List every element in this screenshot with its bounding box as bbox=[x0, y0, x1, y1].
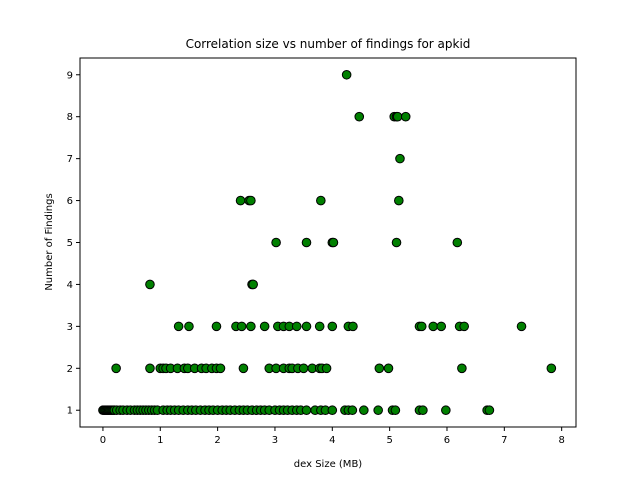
y-tick-label: 8 bbox=[67, 112, 73, 123]
data-point bbox=[298, 363, 309, 374]
y-tick-label: 9 bbox=[67, 70, 73, 81]
x-tick-label: 8 bbox=[558, 435, 564, 446]
x-tick-label: 6 bbox=[444, 435, 450, 446]
x-tick-label: 3 bbox=[272, 435, 278, 446]
data-point bbox=[373, 405, 383, 416]
y-tick-label: 7 bbox=[67, 154, 73, 165]
data-point bbox=[316, 195, 326, 206]
points-layer bbox=[98, 69, 557, 416]
data-point bbox=[314, 321, 325, 332]
y-tick-label: 2 bbox=[67, 364, 73, 375]
y-tick-label: 1 bbox=[67, 406, 73, 417]
data-point bbox=[327, 321, 338, 332]
x-tick-label: 7 bbox=[501, 435, 507, 446]
data-point bbox=[484, 405, 495, 416]
y-tick-label: 3 bbox=[67, 322, 73, 333]
data-point bbox=[395, 153, 405, 164]
data-point bbox=[416, 321, 427, 332]
data-point bbox=[383, 363, 394, 374]
data-point bbox=[246, 321, 256, 332]
data-point bbox=[452, 237, 463, 248]
data-point bbox=[271, 237, 281, 248]
data-point bbox=[321, 363, 332, 374]
data-point bbox=[111, 363, 121, 374]
x-axis-title: dex Size (MB) bbox=[294, 459, 363, 470]
data-point bbox=[394, 195, 404, 206]
data-point bbox=[418, 405, 428, 416]
x-tick-label: 1 bbox=[157, 435, 163, 446]
data-point bbox=[400, 111, 411, 122]
data-point bbox=[248, 279, 258, 290]
data-point bbox=[173, 321, 184, 332]
data-point bbox=[301, 237, 312, 248]
data-point bbox=[246, 195, 256, 206]
data-point bbox=[546, 363, 557, 374]
y-tick-label: 4 bbox=[67, 280, 73, 291]
data-point bbox=[291, 321, 302, 332]
chart-title: Correlation size vs number of findings f… bbox=[186, 37, 471, 51]
y-tick-label: 5 bbox=[67, 238, 73, 249]
data-point bbox=[391, 237, 402, 248]
data-point bbox=[236, 321, 247, 332]
x-tick-label: 0 bbox=[100, 435, 106, 446]
data-point bbox=[516, 321, 527, 332]
data-point bbox=[428, 321, 439, 332]
data-point bbox=[211, 321, 222, 332]
y-axis-title: Number of Findings bbox=[44, 193, 55, 290]
data-point bbox=[459, 321, 469, 332]
data-point bbox=[359, 405, 369, 416]
data-point bbox=[392, 111, 403, 122]
data-point bbox=[457, 363, 467, 374]
data-point bbox=[215, 363, 226, 374]
data-point bbox=[301, 321, 312, 332]
data-point bbox=[374, 363, 385, 374]
x-tick-label: 2 bbox=[214, 435, 220, 446]
data-point bbox=[259, 321, 270, 332]
x-tick-label: 5 bbox=[386, 435, 392, 446]
data-point bbox=[145, 279, 155, 290]
y-axis: 1 2 3 4 5 6 7 8 9 bbox=[67, 70, 80, 417]
data-point bbox=[390, 405, 401, 416]
data-point bbox=[348, 321, 358, 332]
data-point bbox=[235, 195, 246, 206]
data-point bbox=[238, 363, 249, 374]
data-point bbox=[327, 405, 338, 416]
x-tick-label: 4 bbox=[329, 435, 335, 446]
data-point bbox=[145, 363, 155, 374]
data-point bbox=[328, 237, 339, 248]
data-point bbox=[436, 321, 447, 332]
data-point bbox=[347, 405, 358, 416]
data-point bbox=[341, 69, 352, 80]
data-point bbox=[184, 321, 194, 332]
y-tick-label: 6 bbox=[67, 196, 73, 207]
x-axis: 0 1 2 3 4 5 6 7 8 bbox=[100, 427, 565, 446]
data-point bbox=[441, 405, 451, 416]
data-point bbox=[301, 405, 312, 416]
data-point bbox=[354, 111, 365, 122]
